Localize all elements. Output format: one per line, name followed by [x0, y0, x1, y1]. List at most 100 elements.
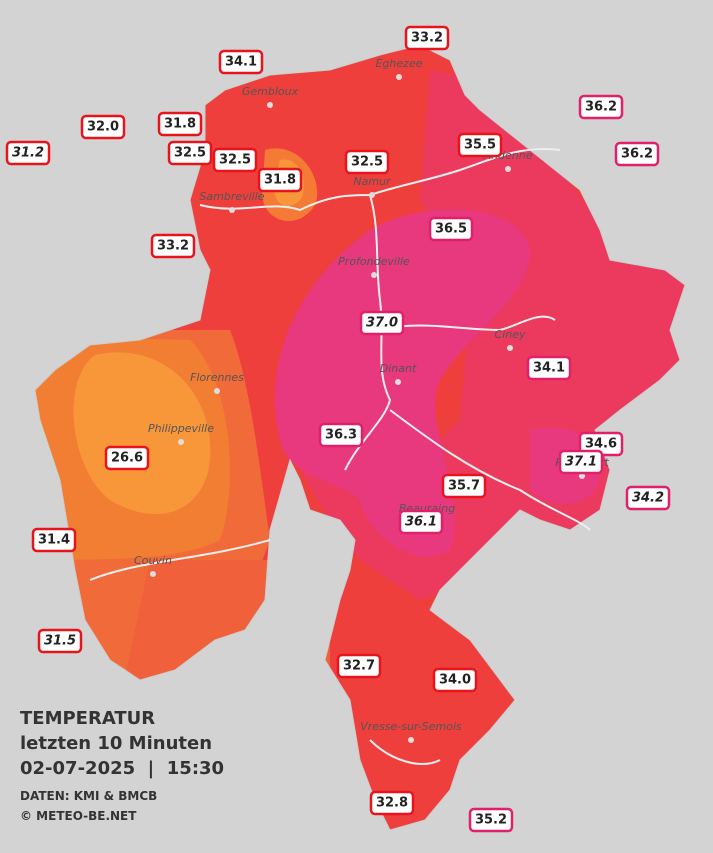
- station: 37.1: [558, 449, 604, 475]
- town-label: Philippeville: [148, 422, 214, 435]
- station-box: [625, 485, 671, 511]
- station: 36.5: [428, 216, 474, 242]
- station: 36.3: [318, 422, 364, 448]
- town-label: Gembloux: [242, 85, 299, 98]
- station: 37.0: [359, 310, 405, 336]
- town-label: Profondeville: [338, 255, 410, 268]
- station-value: 35.5: [464, 138, 496, 153]
- station-value: 33.2: [157, 239, 189, 254]
- station: 32.0: [80, 114, 126, 140]
- station-box: [5, 140, 51, 166]
- station-box: [404, 25, 450, 51]
- town-dot: [178, 439, 184, 445]
- station: 34.1: [218, 49, 264, 75]
- town-label: Namur: [353, 175, 392, 188]
- station-box: [336, 653, 382, 679]
- station-box: [578, 94, 624, 120]
- station: 34.0: [432, 667, 478, 693]
- town-label: Sambreville: [199, 190, 264, 203]
- station-box: [257, 167, 303, 193]
- station-value: 36.1: [405, 515, 437, 530]
- town-label: Florennes: [190, 371, 244, 384]
- station: 33.2: [404, 25, 450, 51]
- town-dot: [267, 102, 273, 108]
- station-box: [218, 49, 264, 75]
- station: 35.5: [457, 132, 503, 158]
- station-value: 34.1: [225, 55, 257, 70]
- station-box: [526, 355, 572, 381]
- station-value: 32.5: [351, 155, 383, 170]
- legend-source: DATEN: KMI & BMCB: [20, 789, 157, 803]
- station-value: 31.8: [164, 117, 196, 132]
- station-box: [80, 114, 126, 140]
- legend-datetime: 02-07-2025 | 15:30: [20, 758, 224, 779]
- town-label: Dinant: [380, 362, 417, 375]
- station: 32.5: [344, 149, 390, 175]
- station-box: [441, 473, 487, 499]
- station-box: [318, 422, 364, 448]
- station-box: [428, 216, 474, 242]
- station-box: [157, 111, 203, 137]
- station: 33.2: [150, 233, 196, 259]
- town-label: Ciney: [495, 328, 526, 341]
- station-box: [167, 140, 213, 166]
- station-box: [457, 132, 503, 158]
- town-dot: [371, 272, 377, 278]
- station-value: 35.2: [475, 813, 507, 828]
- station-value: 34.6: [585, 437, 617, 452]
- legend-title: TEMPERATUR: [20, 708, 155, 729]
- town-label: Eghezee: [376, 57, 423, 70]
- station-box: [558, 449, 604, 475]
- station-value: 35.7: [448, 479, 480, 494]
- station-value: 32.5: [219, 153, 251, 168]
- town-dot: [396, 74, 402, 80]
- station: 35.2: [468, 807, 514, 833]
- station: 36.2: [614, 141, 660, 167]
- station-box: [369, 790, 415, 816]
- town-dot: [395, 379, 401, 385]
- station: 31.2: [5, 140, 51, 166]
- town-dot: [150, 571, 156, 577]
- station: 32.5: [212, 147, 258, 173]
- station-value: 36.2: [621, 147, 653, 162]
- station-value: 31.5: [44, 634, 76, 649]
- station-box: [359, 310, 405, 336]
- town-dot: [505, 166, 511, 172]
- station-box: [614, 141, 660, 167]
- station-value: 33.2: [411, 31, 443, 46]
- station: 26.6: [104, 445, 150, 471]
- station-value: 36.2: [585, 100, 617, 115]
- station-box: [104, 445, 150, 471]
- station: 31.4: [31, 527, 77, 553]
- town-dot: [214, 388, 220, 394]
- town-dot: [408, 737, 414, 743]
- station-value: 37.0: [366, 316, 398, 331]
- station: 31.8: [257, 167, 303, 193]
- station-value: 37.1: [565, 455, 597, 470]
- station-box: [468, 807, 514, 833]
- station-value: 31.2: [12, 146, 44, 161]
- station: 32.7: [336, 653, 382, 679]
- station: 31.5: [37, 628, 83, 654]
- town-dot: [507, 345, 513, 351]
- station-box: [432, 667, 478, 693]
- station-box: [212, 147, 258, 173]
- station-value: 31.4: [38, 533, 70, 548]
- legend-copyright: © METEO-BE.NET: [20, 809, 137, 823]
- station-value: 32.0: [87, 120, 119, 135]
- town-label: Vresse-sur-Semois: [360, 720, 462, 733]
- station-value: 26.6: [111, 451, 143, 466]
- station-value: 31.8: [264, 173, 296, 188]
- station-value: 36.3: [325, 428, 357, 443]
- station: 35.7: [441, 473, 487, 499]
- station-value: 36.5: [435, 222, 467, 237]
- legend-period: letzten 10 Minuten: [20, 733, 212, 754]
- station: 34.1: [526, 355, 572, 381]
- station-box: [31, 527, 77, 553]
- station: 32.8: [369, 790, 415, 816]
- station-value: 34.0: [439, 673, 471, 688]
- station: 32.5: [167, 140, 213, 166]
- station-value: 32.5: [174, 146, 206, 161]
- station: 34.2: [625, 485, 671, 511]
